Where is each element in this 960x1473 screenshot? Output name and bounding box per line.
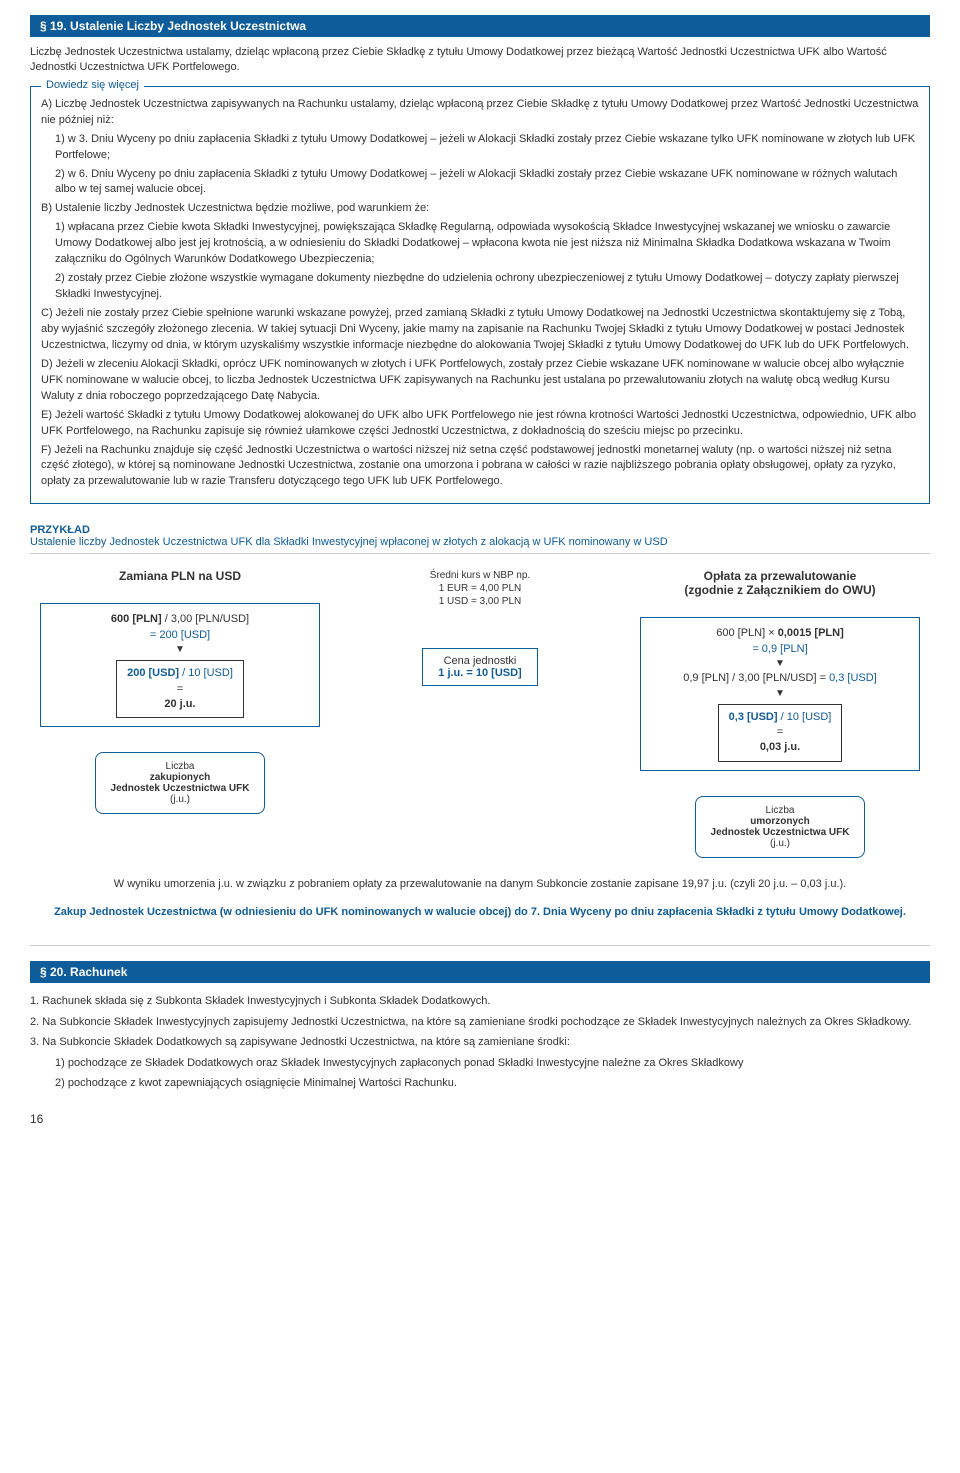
p1: 1. Rachunek składa się z Subkonta Składe… [30,993,930,1010]
item-d: D) Jeżeli w zleceniu Alokacji Składki, o… [41,357,919,405]
left-calc-box: 600 [PLN] / 3,00 [PLN/USD] = 200 [USD] ▼… [40,603,320,727]
v: umorzonych [750,816,809,827]
p2: 2. Na Subkoncie Składek Inwestycyjnych z… [30,1014,930,1031]
v: = 200 [USD] [49,628,311,643]
diagram-left-col: Zamiana PLN na USD 600 [PLN] / 3,00 [PLN… [40,569,320,814]
info-box-title: Dowiedz się więcej [41,79,144,91]
diagram-center-col: Średni kurs w NBP np. 1 EUR = 4,00 PLN 1… [380,569,580,686]
v: 20 j.u. [164,698,195,710]
p3b: 2) pochodzące z kwot zapewniających osią… [30,1075,930,1092]
section-19-intro: Liczbę Jednostek Uczestnictwa ustalamy, … [30,45,930,76]
diagram-right-col: Opłata za przewalutowanie (zgodnie z Zał… [640,569,920,857]
v: Liczba [711,805,850,816]
item-b1: 1) wpłacana przez Ciebie kwota Składki I… [41,220,919,268]
item-e: E) Jeżeli wartość Składki z tytułu Umowy… [41,408,919,440]
arrow-icon: ▼ [649,687,911,701]
v: = [729,725,832,740]
unit-price-box: Cena jednostki 1 j.u. = 10 [USD] [422,648,537,686]
v: Jednostek Uczestnictwa UFK [711,827,850,838]
right-inner-box: 0,3 [USD] / 10 [USD] = 0,03 j.u. [718,704,843,762]
example-subtitle: Ustalenie liczby Jednostek Uczestnictwa … [30,536,930,554]
v: / 3,00 [PLN/USD] [162,613,249,625]
v: / 10 [USD] [179,667,233,679]
example-diagram: Zamiana PLN na USD 600 [PLN] / 3,00 [PLN… [30,569,930,857]
right-calc-box: 600 [PLN] × 0,0015 [PLN] = 0,9 [PLN] ▼ 0… [640,617,920,770]
blue-note: Zakup Jednostek Uczestnictwa (w odniesie… [30,905,930,920]
left-label-box: Liczba zakupionych Jednostek Uczestnictw… [95,752,266,814]
v: Liczba [111,761,250,772]
v: 0,3 [USD] [729,711,778,723]
p3: 3. Na Subkoncie Składek Dodatkowych są z… [30,1034,930,1051]
arrow-icon: ▼ [49,643,311,657]
result-text: W wyniku umorzenia j.u. w związku z pobr… [30,878,930,890]
v: 600 [PLN] [111,613,162,625]
right-header: Opłata za przewalutowanie (zgodnie z Zał… [640,569,920,597]
p3a: 1) pochodzące ze Składek Dodatkowych ora… [30,1055,930,1072]
v: / 10 [USD] [778,711,832,723]
v: = [127,682,233,697]
separator [30,945,930,946]
item-a1: 1) w 3. Dniu Wyceny po dniu zapłacenia S… [41,132,919,164]
v: 0,03 j.u. [760,741,800,753]
v: 1 j.u. = 10 [USD] [438,667,521,679]
v: 200 [USD] [127,667,179,679]
arrow-icon: ▼ [649,657,911,671]
item-a2: 2) w 6. Dniu Wyceny po dniu zapłacenia S… [41,167,919,199]
section-20-header: § 20. Rachunek [30,961,930,983]
v: Opłata za przewalutowanie [640,569,920,583]
item-a: A) Liczbę Jednostek Uczestnictwa zapisyw… [41,97,919,129]
right-label-box: Liczba umorzonych Jednostek Uczestnictwa… [695,796,866,858]
item-b2: 2) zostały przez Ciebie złożone wszystki… [41,271,919,303]
left-header: Zamiana PLN na USD [40,569,320,583]
v: zakupionych [150,772,211,783]
item-f: F) Jeżeli na Rachunku znajduje się część… [41,443,919,491]
v: 0,3 [USD] [829,672,877,684]
v: Cena jednostki [438,655,521,667]
rate-info: Średni kurs w NBP np. 1 EUR = 4,00 PLN 1… [380,569,580,608]
info-box: Dowiedz się więcej A) Liczbę Jednostek U… [30,86,930,505]
page-number: 16 [30,1112,930,1126]
v: (zgodnie z Załącznikiem do OWU) [640,583,920,597]
v: 600 [PLN] × [716,627,777,639]
v: (j.u.) [711,838,850,849]
section-19-header: § 19. Ustalenie Liczby Jednostek Uczestn… [30,15,930,37]
v: 0,9 [PLN] / 3,00 [PLN/USD] = [683,672,829,684]
v: Jednostek Uczestnictwa UFK [111,783,250,794]
item-c: C) Jeżeli nie zostały przez Ciebie spełn… [41,306,919,354]
v: 1 EUR = 4,00 PLN [380,582,580,595]
v: (j.u.) [111,794,250,805]
v: 0,0015 [PLN] [778,627,844,639]
example-label: PRZYKŁAD [30,524,930,536]
v: = 0,9 [PLN] [649,642,911,657]
v: 1 USD = 3,00 PLN [380,595,580,608]
item-b: B) Ustalenie liczby Jednostek Uczestnict… [41,201,919,217]
section-20-list: 1. Rachunek składa się z Subkonta Składe… [30,993,930,1092]
v: Średni kurs w NBP np. [380,569,580,582]
left-inner-box: 200 [USD] / 10 [USD] = 20 j.u. [116,660,244,718]
